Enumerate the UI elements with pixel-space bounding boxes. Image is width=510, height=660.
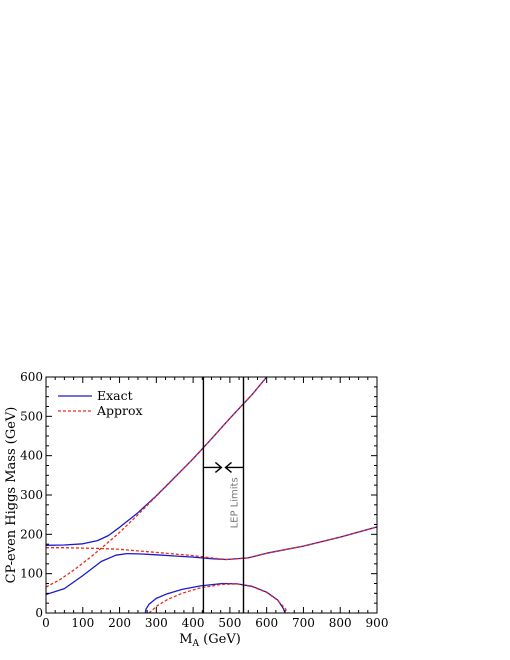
legend-label-approx: Approx bbox=[96, 403, 143, 418]
series-exact-lower bbox=[144, 582, 286, 613]
x-tick-label: 100 bbox=[71, 616, 94, 630]
x-tick-label: 600 bbox=[255, 616, 278, 630]
y-tick-label: 0 bbox=[35, 606, 43, 620]
x-tick-label: 400 bbox=[182, 616, 205, 630]
y-tick-label: 200 bbox=[20, 527, 43, 541]
y-tick-label: 600 bbox=[20, 370, 43, 384]
y-axis-title: CP-even Higgs Mass (GeV) bbox=[4, 407, 19, 584]
y-tick-label: 300 bbox=[20, 488, 43, 502]
x-tick-label: 800 bbox=[329, 616, 352, 630]
series-approx-lower bbox=[148, 583, 289, 613]
x-tick-label: 0 bbox=[42, 616, 50, 630]
lep-arrow-left bbox=[224, 461, 244, 474]
y-tick-label: 100 bbox=[20, 567, 43, 581]
y-tick-label: 400 bbox=[20, 449, 43, 463]
lep-arrow-right bbox=[203, 461, 223, 474]
x-tick-label: 500 bbox=[218, 616, 241, 630]
legend-label-exact: Exact bbox=[97, 388, 133, 403]
lep-limits-label: LEP Limits bbox=[229, 477, 240, 528]
series-exact-middle bbox=[46, 526, 377, 596]
x-tick-label: 200 bbox=[108, 616, 131, 630]
series-approx-middle bbox=[46, 526, 377, 561]
plot-frame bbox=[45, 376, 378, 614]
x-axis-title: MA (GeV) bbox=[179, 632, 241, 649]
x-tick-label: 300 bbox=[145, 616, 168, 630]
y-tick-label: 500 bbox=[20, 409, 43, 423]
x-tick-label: 900 bbox=[366, 616, 389, 630]
series-approx-upper bbox=[46, 377, 268, 588]
x-tick-label: 700 bbox=[292, 616, 315, 630]
